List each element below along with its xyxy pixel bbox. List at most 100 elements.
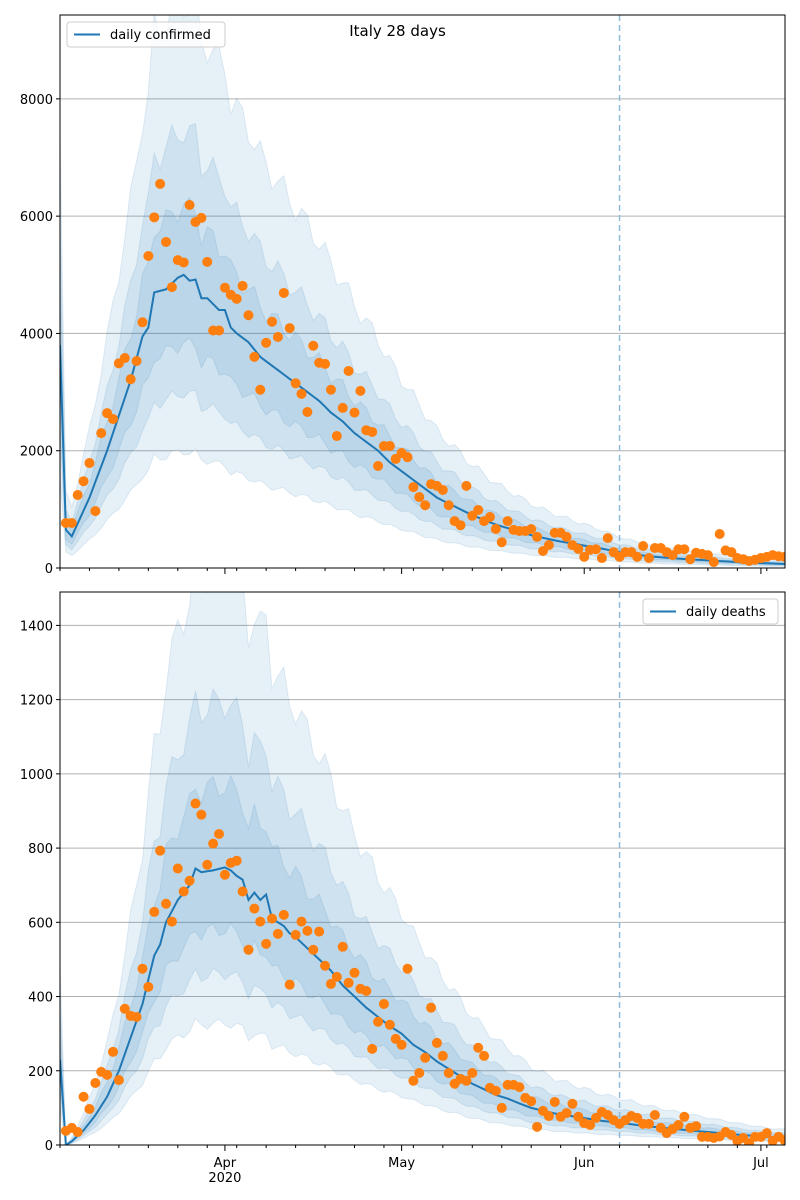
observed-point [143,251,154,262]
observed-point [426,1002,437,1013]
observed-point [779,1135,785,1145]
observed-point [708,557,719,568]
confirmed-axes: 0 2000 4000 6000 8000 Italy 28 days daily conf… [20,14,786,577]
observed-point [267,316,278,327]
observed-point [355,385,366,396]
observed-point [72,1127,83,1138]
observed-point [296,916,307,927]
y-tick-label: 600 [28,916,53,931]
plot-area [60,592,785,1145]
observed-point [496,1102,507,1113]
observed-point [261,337,272,348]
observed-point [602,533,613,544]
legend-label: daily confirmed [110,28,211,43]
observed-point [384,441,395,452]
x-tick-label: Apr [214,1156,237,1171]
observed-point [343,365,354,376]
y-tick-label: 4000 [20,327,53,342]
observed-point [473,1042,484,1053]
observed-point [585,1119,596,1130]
observed-point [308,340,319,351]
observed-point [178,257,189,268]
observed-point [255,916,266,927]
observed-point [290,929,301,940]
observed-point [184,875,195,886]
observed-point [231,293,242,304]
observed-point [161,898,172,909]
observed-point [302,407,313,418]
observed-point [125,374,136,385]
observed-point [367,1043,378,1054]
observed-point [290,378,301,389]
observed-point [384,1019,395,1030]
observed-point [261,938,272,949]
observed-point [378,998,389,1009]
chart-title: Italy 28 days [349,22,446,40]
observed-point [337,402,348,413]
observed-point [473,504,484,515]
observed-point [632,551,643,562]
observed-point [325,978,336,989]
observed-point [196,809,207,820]
legend: daily deaths [642,598,779,625]
observed-point [131,355,142,366]
observed-point [102,1069,113,1080]
observed-point [320,358,331,369]
observed-point [644,553,654,564]
legend-box [66,21,226,48]
observed-point [166,282,177,293]
legend: daily confirmed [66,21,226,48]
observed-point [685,554,696,565]
observed-point [249,903,260,914]
observed-point [178,886,189,897]
y-tick-label: 0 [45,562,53,577]
observed-point [272,331,283,342]
observed-point [131,1011,142,1022]
observed-point [490,1085,501,1096]
observed-point [90,1078,101,1089]
observed-point [455,520,466,531]
observed-point [431,1037,442,1048]
observed-point [231,855,242,866]
observed-point [272,928,283,939]
observed-point [532,531,543,542]
observed-point [590,544,601,555]
observed-point [679,1111,690,1122]
y-tick-label: 1000 [20,768,53,783]
observed-point [137,317,148,328]
observed-point [402,963,413,974]
axes-frame [59,14,786,569]
observed-point [219,869,230,880]
y-tick-label: 400 [28,991,53,1006]
observed-point [66,518,77,529]
observed-point [108,1046,119,1057]
observed-point [214,325,225,336]
observed-point [113,1075,124,1086]
deaths-axes: 0 200 400 600 800 1000 1200 1400 Apr May Jun Jul 202… [20,591,786,1186]
observed-point [702,550,713,561]
observed-point [420,1052,431,1063]
observed-point [526,1096,537,1107]
observed-point [484,511,495,522]
observed-point [367,426,378,437]
observed-point [149,906,160,917]
y-tick-label: 0 [45,1139,53,1154]
observed-point [526,524,537,535]
observed-point [514,1082,525,1093]
observed-point [502,516,513,527]
observed-point [343,977,354,988]
observed-point [490,524,501,535]
observed-point [543,1111,554,1122]
observed-point [143,981,154,992]
observed-point [396,1039,407,1050]
y-tick-label: 8000 [20,93,53,108]
observed-point [573,543,584,554]
observed-point [414,1067,425,1078]
observed-point [72,489,83,500]
observed-point [408,482,419,493]
y-tick-label: 800 [28,842,53,857]
observed-point [208,838,219,849]
observed-point [267,913,278,924]
observed-point [202,859,213,870]
